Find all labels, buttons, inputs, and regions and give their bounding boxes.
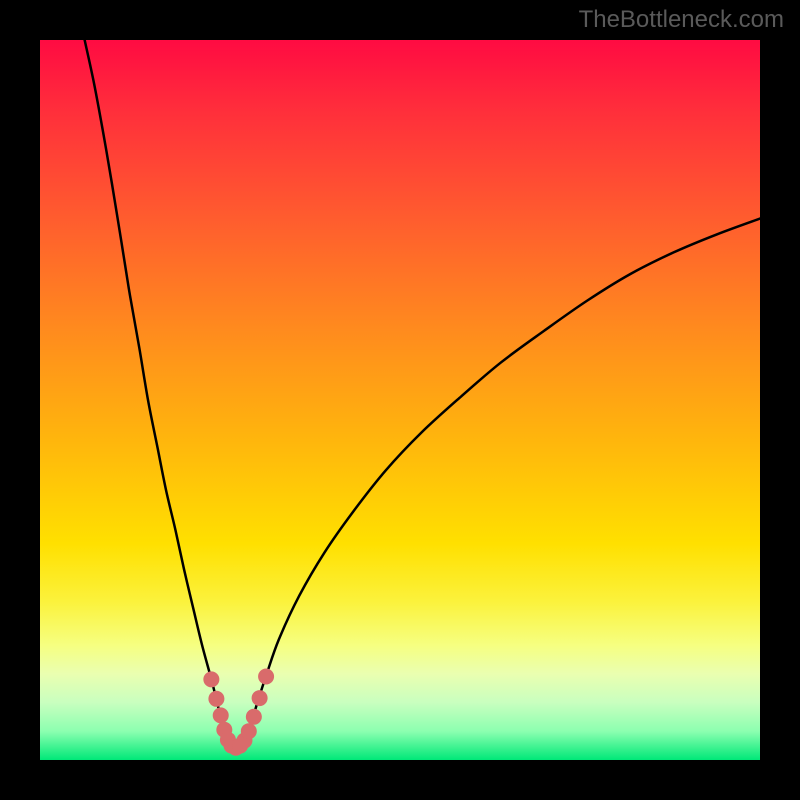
dip-marker [208,691,224,707]
dip-marker [203,671,219,687]
plot-area [40,40,760,760]
chart-container: TheBottleneck.com [0,0,800,800]
dip-marker [252,690,268,706]
watermark-text: TheBottleneck.com [579,6,784,34]
dip-marker [246,709,262,725]
dip-marker [258,668,274,684]
dip-marker [241,723,257,739]
dip-marker [213,707,229,723]
